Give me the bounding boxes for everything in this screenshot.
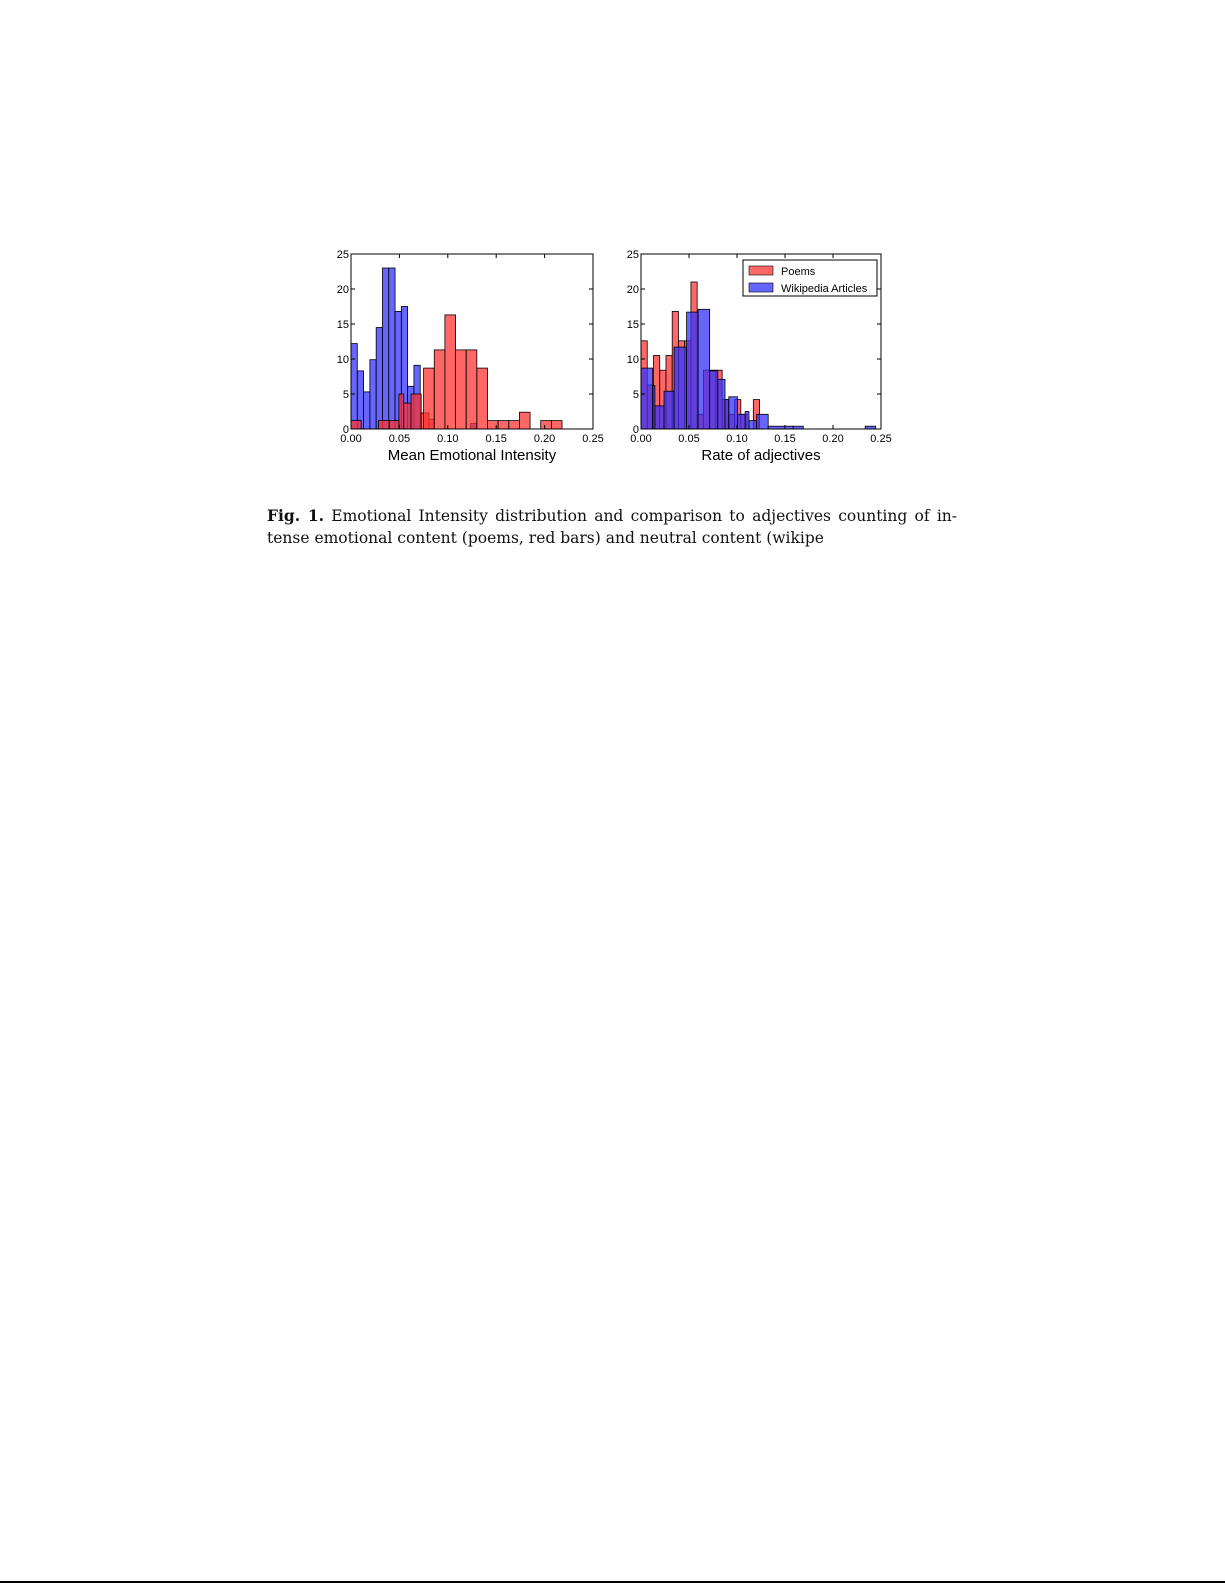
histogram-bar [508,420,520,430]
figure-caption: Fig. 1. Emotional Intensity distribution… [267,505,957,549]
histogram-bar [540,420,552,430]
histogram-bar [519,411,531,430]
histogram-bar [444,314,456,430]
x-tick-label: 0.25 [870,433,891,445]
legend-entry: Poems [781,266,816,278]
y-tick-label: 15 [337,319,349,331]
y-tick-label: 10 [337,354,349,366]
histogram-emotional-intensity: 0.00 0.05 0.10 0.15 0.20 0.25 0 5 10 15 20 25 Mean E… [337,249,604,464]
legend-entry: Wikipedia Articles [781,283,868,295]
histogram-bar [476,367,488,430]
histogram-bar [756,413,769,430]
axes-frame [640,253,882,430]
y-tick-label: 5 [633,389,639,401]
y-tick-label: 10 [627,354,639,366]
legend: Poems Wikipedia Articles [742,259,878,297]
histogram-bar [382,267,390,430]
histogram-bar [369,359,377,430]
series-wikipedia-articles [350,267,478,430]
x-tick-label: 0.15 [485,433,506,445]
histogram-bar [640,367,653,430]
histogram-bar [350,343,358,430]
histogram-bar [654,405,665,430]
histogram-bar [673,346,687,430]
histogram-bar [717,378,726,430]
y-tick-label: 20 [627,284,639,296]
histogram-bar [388,267,396,430]
histogram-bar [363,391,371,430]
x-tick-label: 0.10 [726,433,747,445]
histogram-bar [709,370,719,430]
x-tick-label: 0.00 [340,433,361,445]
x-tick-label: 0.10 [437,433,458,445]
caption-label: Fig. 1. [267,506,325,525]
x-tick-label: 0.15 [774,433,795,445]
histogram-bar [686,311,699,430]
y-tick-label: 0 [343,424,349,436]
histogram-bar [724,399,730,430]
histogram-bar [433,349,446,430]
x-tick-label: 0.20 [534,433,555,445]
histogram-bar [398,393,405,430]
figure: 0.00 0.05 0.10 0.15 0.20 0.25 0 5 10 15 20 25 Mean E… [337,249,892,464]
histogram-bar [410,393,422,430]
histogram-bar [497,420,510,430]
histogram-bar [388,420,400,430]
histogram-bar [748,420,758,430]
histogram-bar [465,349,478,430]
histogram-bar [423,367,435,430]
histogram-bar [375,327,383,430]
histogram-bar [378,420,390,430]
histogram-bar [728,396,738,430]
y-tick-label: 5 [343,389,349,401]
y-tick-label: 15 [627,319,639,331]
histogram-bar [663,390,675,430]
axes-frame [350,253,594,430]
x-tick-label: 0.00 [630,433,651,445]
x-tick-label: 0.25 [582,433,603,445]
x-tick-label: 0.05 [389,433,410,445]
y-tick-label: 25 [337,249,349,261]
histogram-bar [550,420,563,430]
caption-text: Emotional Intensity distribution and com… [267,507,957,547]
x-tick-label: 0.05 [678,433,699,445]
histogram-bar [697,308,711,430]
series-poems [350,314,563,430]
x-axis-label: Rate of adjectives [701,447,820,464]
histogram-rate-of-adjectives: 0.00 0.05 0.10 0.15 0.20 0.25 0 5 10 15 20 25 Rate o… [627,249,892,464]
histogram-bar [403,402,412,430]
page-bottom-rule [0,1581,1225,1583]
y-tick-label: 0 [633,424,639,436]
legend-swatch [748,282,774,293]
y-tick-label: 20 [337,284,349,296]
legend-swatch [748,265,774,276]
histogram-bar [744,411,750,430]
histogram-bar [737,413,746,430]
x-axis-label: Mean Emotional Intensity [388,447,557,464]
histogram-bar [455,349,467,430]
x-tick-label: 0.20 [822,433,843,445]
y-tick-label: 25 [627,249,639,261]
histogram-bar [350,420,362,430]
